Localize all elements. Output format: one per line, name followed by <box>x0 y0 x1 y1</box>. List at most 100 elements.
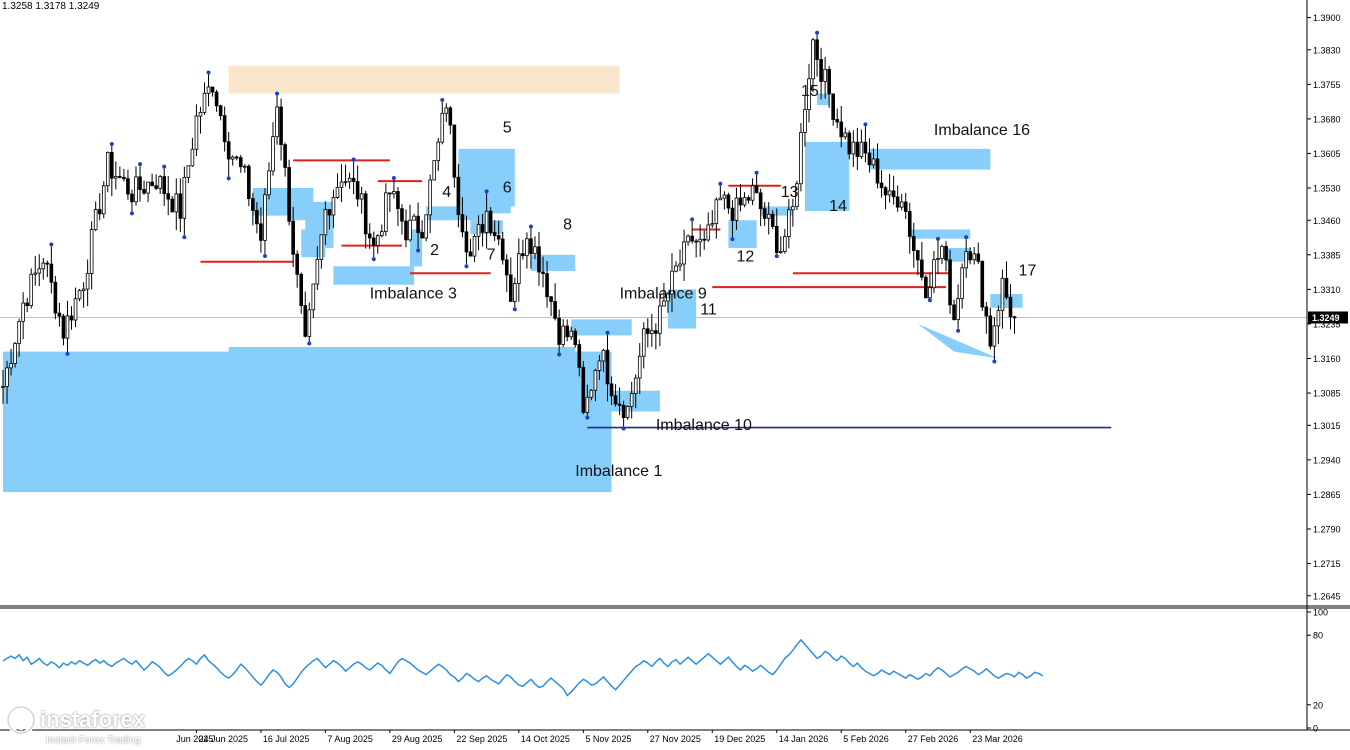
price-tick-label: 1.3755 <box>1313 80 1341 90</box>
candle-body <box>984 306 989 317</box>
candle-body <box>920 259 924 278</box>
candle-body <box>662 300 666 307</box>
candle-body <box>311 283 316 311</box>
candle-body <box>182 176 187 219</box>
annotation-label: 4 <box>442 184 451 201</box>
candle-body <box>226 141 231 160</box>
candle-body <box>81 288 86 292</box>
time-tick-label: 19 Dec 2025 <box>714 734 765 744</box>
candle-body <box>335 186 340 198</box>
candle-body <box>803 109 807 133</box>
candle-body <box>295 253 299 275</box>
candle-body <box>992 325 997 347</box>
fractal-high-marker <box>162 164 167 169</box>
candle-body <box>105 151 110 187</box>
fractal-high-marker <box>275 91 280 96</box>
candle-body <box>29 273 34 307</box>
candle-body <box>839 121 844 138</box>
candle-body <box>166 193 171 200</box>
candle-body <box>513 283 517 302</box>
candle-body <box>363 193 368 235</box>
candle-body <box>762 208 767 219</box>
candle-body <box>706 224 711 241</box>
candle-body <box>835 119 840 123</box>
candle-body <box>263 194 267 241</box>
candle-body <box>690 235 694 242</box>
candle-body <box>859 141 864 157</box>
candle-body <box>230 156 235 160</box>
candle-body <box>730 207 735 221</box>
annotation-label: Imbalance 16 <box>934 122 1030 139</box>
candle-body <box>432 160 437 181</box>
candle-body <box>323 209 328 236</box>
imbalance-zone-22 <box>909 229 971 239</box>
candle-body <box>597 360 602 371</box>
candle-body <box>315 259 320 285</box>
fractal-high-marker <box>605 330 610 335</box>
candle-body <box>158 176 162 189</box>
fractal-low-marker <box>65 351 70 356</box>
candle-body <box>267 170 271 196</box>
candle-body <box>45 262 50 265</box>
price-tick-label: 1.3385 <box>1313 250 1341 260</box>
candle-body <box>375 235 380 246</box>
candle-body <box>891 190 896 198</box>
candle-body <box>238 157 243 168</box>
candle-body <box>138 176 142 190</box>
candle-body <box>412 215 416 221</box>
time-label-partial: Jun 2025 <box>176 734 213 744</box>
candle-body <box>952 304 956 321</box>
candle-body <box>726 194 731 209</box>
candle-body <box>255 210 259 225</box>
candle-body <box>174 193 179 213</box>
candle-body <box>811 39 815 80</box>
candle-body <box>1008 296 1013 318</box>
candle-body <box>251 198 255 211</box>
candle-body <box>750 185 755 201</box>
candle-body <box>867 152 872 166</box>
price-tick-label: 1.3310 <box>1313 285 1341 295</box>
annotation-label: 7 <box>487 246 496 263</box>
candle-body <box>484 210 489 233</box>
candle-body <box>440 112 445 143</box>
time-tick-label: 23 Mar 2026 <box>972 734 1023 744</box>
candle-body <box>903 201 908 212</box>
fractal-high-marker <box>138 162 143 167</box>
candle-body <box>242 165 247 168</box>
candle-body <box>895 196 900 208</box>
candle-body <box>718 197 723 201</box>
candle-body <box>819 59 823 82</box>
candle-body <box>122 176 126 180</box>
candle-body <box>496 235 501 240</box>
candle-body <box>593 370 598 391</box>
candle-body <box>347 177 352 183</box>
price-tick-label: 1.3530 <box>1313 184 1341 194</box>
imbalance-zone-21 <box>869 148 991 170</box>
imbalance-zone-24 <box>990 293 1023 308</box>
candle-body <box>565 325 569 338</box>
candle-body <box>299 273 304 306</box>
imbalance-zone-12 <box>482 197 511 214</box>
fractal-low-marker <box>927 298 932 303</box>
candle-body <box>581 366 586 413</box>
imbalance-zone-20 <box>817 93 830 106</box>
candle-body <box>601 349 606 362</box>
time-tick-label: 5 Feb 2026 <box>843 734 889 744</box>
fractal-high-marker <box>109 141 114 146</box>
candle-body <box>480 224 485 233</box>
candle-body <box>408 219 412 241</box>
candle-body <box>57 312 62 317</box>
fractal-markers <box>49 30 997 431</box>
candle-body <box>234 156 239 159</box>
annotation-label: Imbalance 10 <box>656 417 752 434</box>
candle-body <box>146 181 150 194</box>
candle-body <box>170 198 175 213</box>
candle-body <box>799 132 803 185</box>
candle-body <box>247 165 251 200</box>
candle-body <box>206 86 211 94</box>
candle-body <box>710 223 715 226</box>
candle-body <box>500 238 505 261</box>
candle-body <box>61 315 66 339</box>
